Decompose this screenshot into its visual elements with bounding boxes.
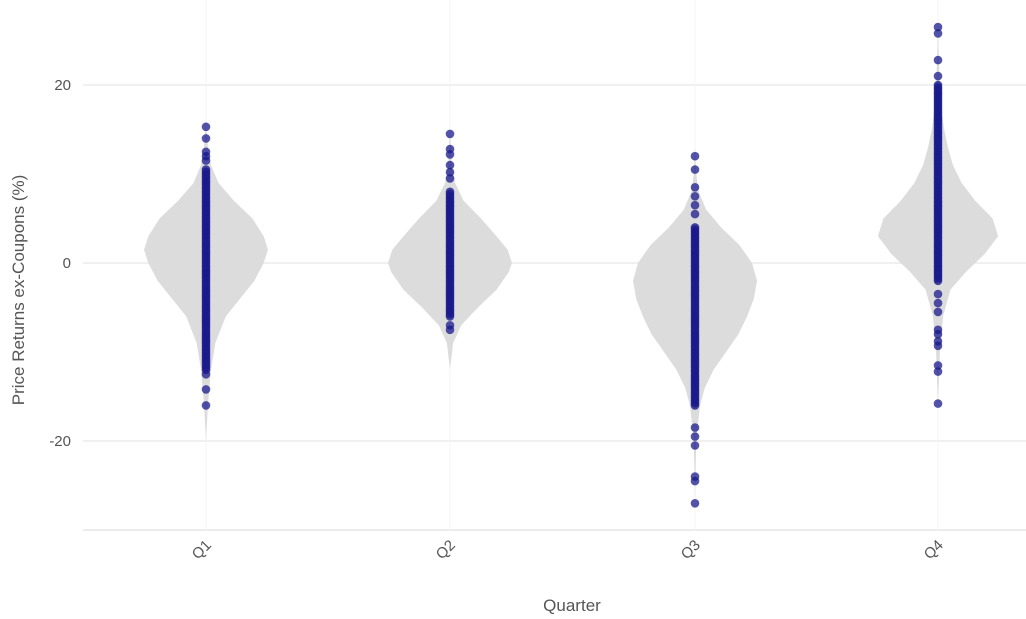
tick-layer: -20 0 20 Q1 Q2 Q3 Q4: [49, 77, 947, 563]
data-point: [933, 329, 943, 339]
data-point: [690, 165, 700, 174]
data-point: [201, 401, 211, 410]
data-point: [201, 122, 211, 132]
data-point: [690, 200, 700, 210]
data-point: [933, 399, 943, 408]
data-point: [933, 29, 943, 38]
data-point: [933, 22, 943, 32]
data-point: [933, 298, 943, 308]
data-point: [690, 441, 700, 450]
data-point: [690, 209, 700, 219]
x-tick-label: Q3: [678, 537, 704, 563]
data-point: [201, 134, 211, 143]
data-point: [690, 476, 700, 486]
data-point: [933, 341, 943, 351]
data-point: [690, 151, 700, 161]
data-point: [933, 361, 943, 370]
y-axis-title: Price Returns ex-Coupons (%): [9, 175, 28, 406]
data-point: [933, 71, 943, 81]
y-tick-label: 0: [63, 255, 71, 272]
data-point: [201, 156, 211, 165]
y-tick-label: 20: [54, 77, 71, 94]
data-point: [445, 150, 455, 159]
data-point: [201, 165, 211, 174]
y-tick-label: -20: [49, 433, 71, 450]
data-point: [201, 385, 211, 394]
data-point: [933, 55, 943, 65]
data-point: [690, 499, 700, 508]
data-point: [445, 325, 455, 335]
data-point: [933, 367, 943, 376]
data-point: [690, 432, 700, 441]
data-point: [201, 370, 211, 379]
data-point: [445, 160, 455, 170]
data-point: [445, 174, 455, 183]
data-point: [445, 129, 455, 139]
data-point: [445, 187, 455, 197]
data-point: [690, 192, 700, 201]
data-point: [933, 289, 943, 299]
data-point: [933, 307, 943, 317]
x-axis-title: Quarter: [543, 596, 601, 615]
data-point: [445, 167, 455, 177]
x-tick-label: Q2: [433, 537, 459, 563]
data-point: [690, 423, 700, 432]
data-point: [933, 80, 943, 90]
data-point: [690, 223, 700, 232]
x-tick-label: Q1: [189, 537, 215, 563]
x-tick-label: Q4: [921, 537, 947, 563]
data-point: [690, 183, 700, 192]
point-layer: [201, 22, 943, 508]
